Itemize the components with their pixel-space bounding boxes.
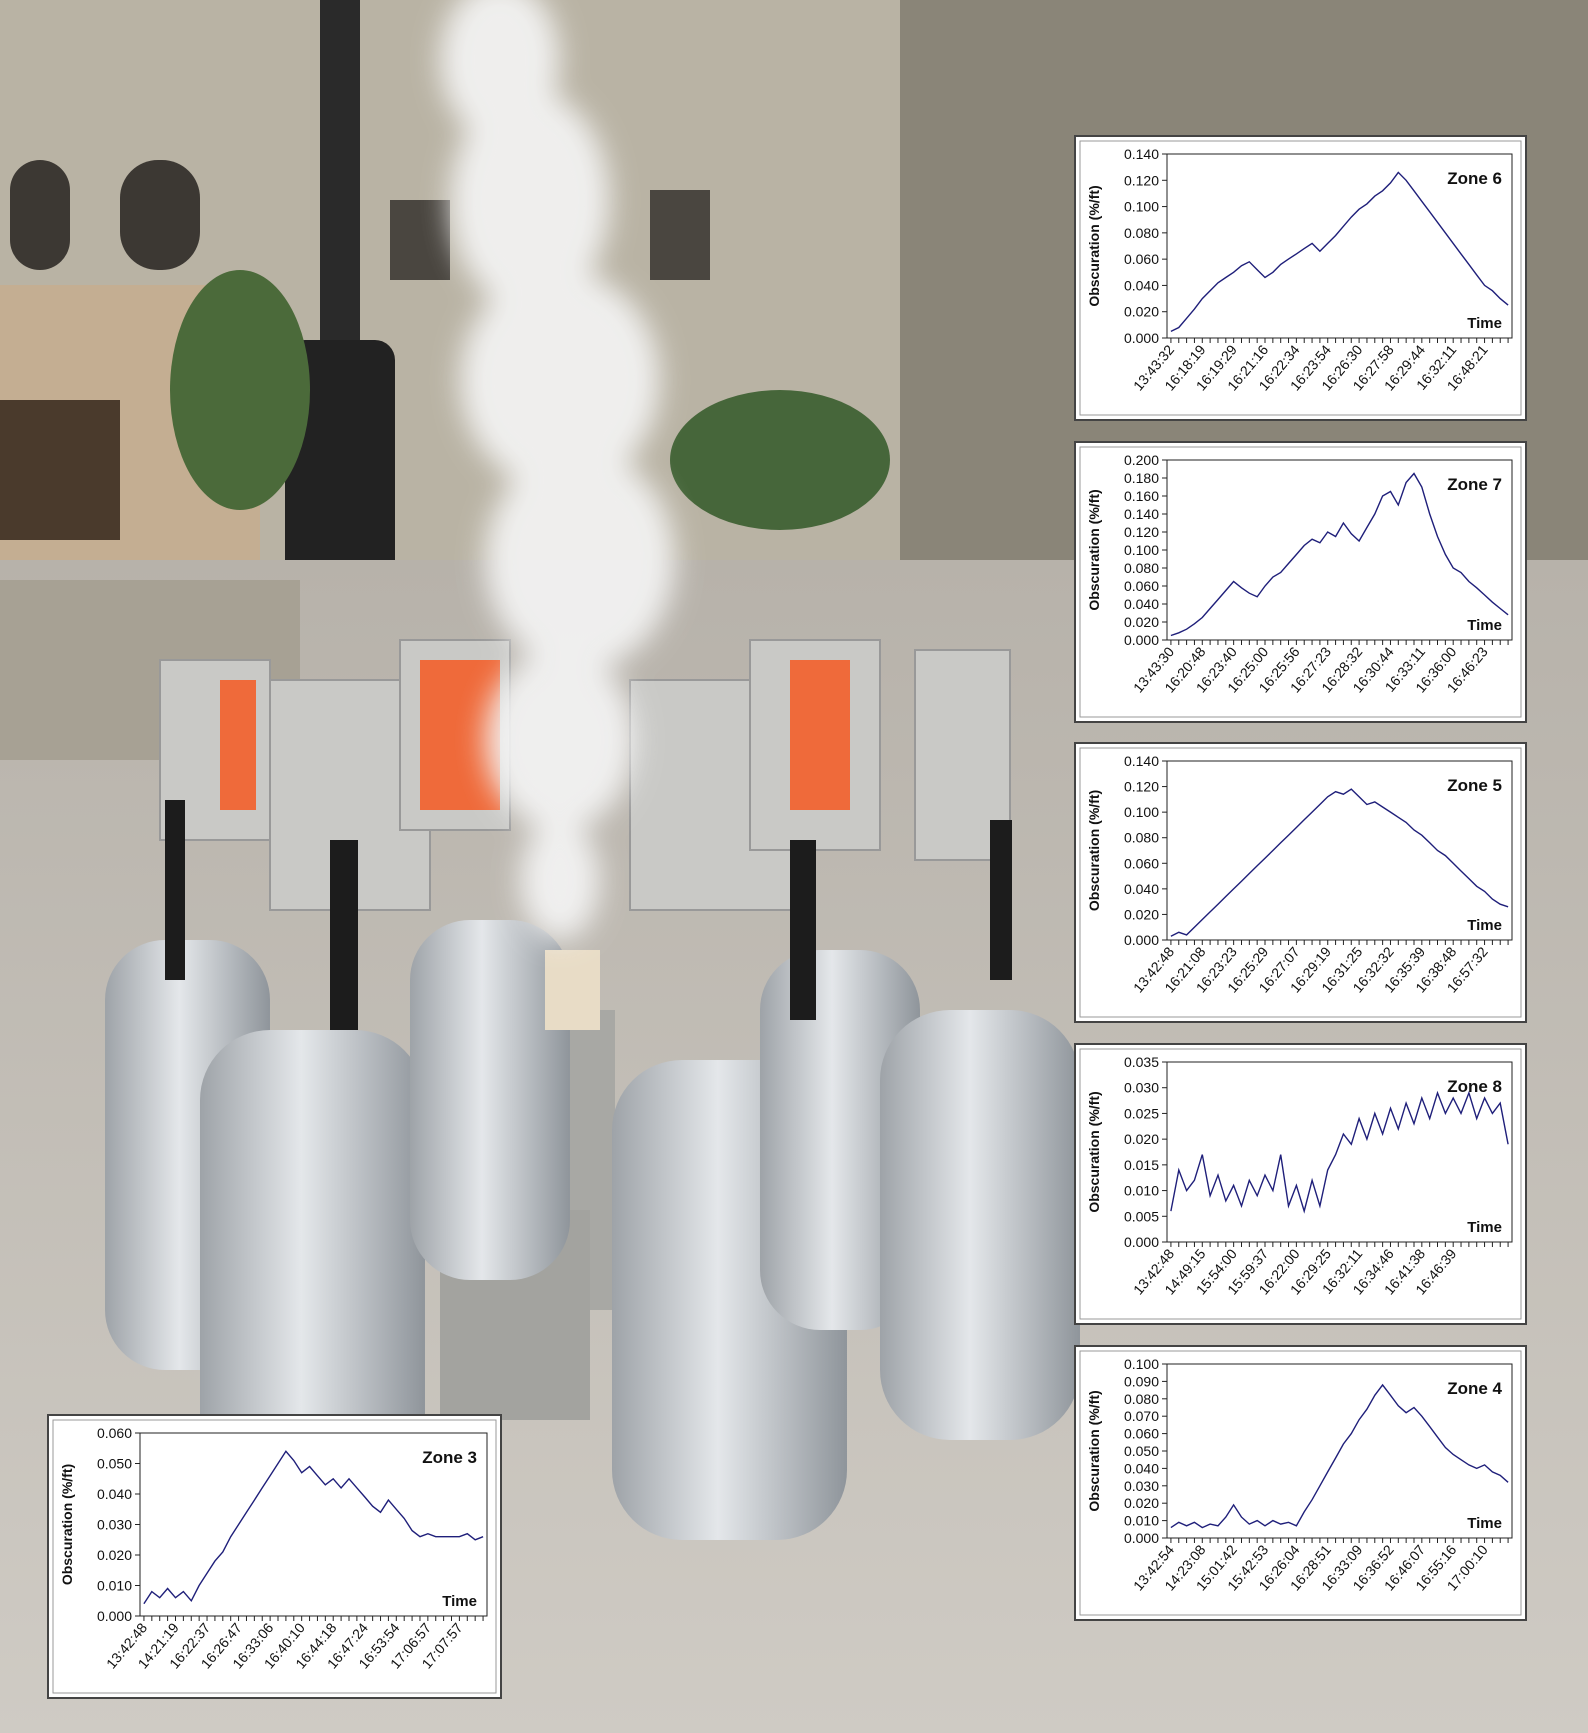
chart-inset: 0.000 0.020 0.040 0.060 0.080 0.100 0.120 0.140… [1074, 742, 1527, 1023]
y-tick-label: 0.120 [1124, 779, 1159, 795]
y-tick-label: 0.010 [1124, 1513, 1159, 1529]
y-axis-label: Obscuration (%/ft) [1086, 1091, 1102, 1212]
y-tick-label: 0.030 [1124, 1080, 1159, 1096]
y-tick-label: 0.020 [1124, 304, 1159, 320]
y-tick-label: 0.005 [1124, 1208, 1159, 1224]
x-axis-label: Time [1467, 1219, 1502, 1236]
chart-inner-frame [1079, 1048, 1522, 1320]
y-axis-label: Obscuration (%/ft) [59, 1464, 75, 1585]
chart-inset: 0.000 0.020 0.040 0.060 0.080 0.100 0.120 0.140… [1074, 135, 1527, 421]
y-tick-label: 0.030 [1124, 1478, 1159, 1494]
y-tick-label: 0.010 [97, 1578, 132, 1594]
y-tick-label: 0.040 [1124, 277, 1159, 293]
y-tick-label: 0.100 [1124, 542, 1159, 558]
plot-area [1166, 459, 1513, 641]
data-line [1170, 472, 1509, 637]
chart-title: Zone 3 [422, 1448, 477, 1467]
y-axis-label: Obscuration (%/ft) [1086, 790, 1102, 911]
y-tick-label: 0.080 [1124, 1391, 1159, 1407]
y-tick-label: 0.040 [1124, 596, 1159, 612]
y-tick-label: 0.200 [1124, 452, 1159, 468]
y-tick-label: 0.180 [1124, 470, 1159, 486]
chart-inner-frame [1079, 747, 1522, 1018]
y-tick-label: 0.100 [1124, 1356, 1159, 1372]
y-tick-label: 0.040 [97, 1486, 132, 1502]
y-axis-label: Obscuration (%/ft) [1086, 1390, 1102, 1511]
y-tick-label: 0.035 [1124, 1054, 1159, 1070]
y-tick-label: 0.020 [97, 1547, 132, 1563]
x-axis-label: Time [1467, 617, 1502, 634]
chart-inner-frame [1079, 1350, 1522, 1616]
chart-insets: 0.000 0.020 0.040 0.060 0.080 0.100 0.120 0.140… [47, 135, 1527, 1699]
y-tick-label: 0.060 [97, 1425, 132, 1441]
y-tick-label: 0.015 [1124, 1157, 1159, 1173]
y-tick-label: 0.020 [1124, 614, 1159, 630]
y-tick-label: 0.080 [1124, 830, 1159, 846]
y-tick-label: 0.020 [1124, 1131, 1159, 1147]
chart-title: Zone 8 [1447, 1077, 1502, 1096]
y-tick-label: 0.090 [1124, 1373, 1159, 1389]
x-axis-label: Time [1467, 315, 1502, 332]
x-axis-label: Time [1467, 1515, 1502, 1532]
chart-title: Zone 4 [1447, 1379, 1502, 1398]
data-line [143, 1450, 484, 1605]
y-tick-label: 0.060 [1124, 578, 1159, 594]
y-tick-label: 0.120 [1124, 524, 1159, 540]
y-tick-label: 0.060 [1124, 1426, 1159, 1442]
chart-inset: 0.000 0.020 0.040 0.060 0.080 0.100 0.120 0.140… [1074, 441, 1527, 723]
chart-inset: 0.000 0.005 0.010 0.015 0.020 0.025 0.030 0.035… [1074, 1043, 1527, 1325]
y-axis-label: Obscuration (%/ft) [1086, 185, 1102, 306]
y-tick-label: 0.060 [1124, 251, 1159, 267]
chart-title: Zone 6 [1447, 169, 1502, 188]
data-line [1170, 171, 1509, 333]
y-tick-label: 0.140 [1124, 753, 1159, 769]
data-line [1170, 1090, 1509, 1214]
y-tick-label: 0.080 [1124, 560, 1159, 576]
y-tick-label: 0.010 [1124, 1183, 1159, 1199]
chart-inner-frame [1079, 446, 1522, 718]
y-tick-label: 0.120 [1124, 172, 1159, 188]
y-tick-label: 0.000 [97, 1608, 132, 1624]
y-tick-label: 0.070 [1124, 1408, 1159, 1424]
y-tick-label: 0.160 [1124, 488, 1159, 504]
data-line [1170, 788, 1509, 937]
y-tick-label: 0.100 [1124, 804, 1159, 820]
x-axis-label: Time [442, 1593, 477, 1610]
y-tick-label: 0.050 [97, 1456, 132, 1472]
chart-inset: 0.0000.0100.0200.0300.0400.0500.06013:42… [47, 1414, 502, 1699]
y-tick-label: 0.000 [1124, 330, 1159, 346]
y-axis-label: Obscuration (%/ft) [1086, 489, 1102, 610]
y-tick-label: 0.060 [1124, 855, 1159, 871]
y-tick-label: 0.000 [1124, 632, 1159, 648]
chart-inner-frame [1079, 140, 1522, 416]
chart-inner-frame [52, 1419, 497, 1694]
y-tick-label: 0.000 [1124, 1530, 1159, 1546]
plot-area [1166, 760, 1513, 941]
y-tick-label: 0.000 [1124, 1234, 1159, 1250]
data-line [1170, 1383, 1509, 1529]
plot-area [1166, 1061, 1513, 1243]
y-tick-label: 0.040 [1124, 881, 1159, 897]
y-tick-label: 0.050 [1124, 1443, 1159, 1459]
y-tick-label: 0.100 [1124, 199, 1159, 215]
y-tick-label: 0.030 [97, 1517, 132, 1533]
chart-title: Zone 5 [1447, 776, 1502, 795]
y-tick-label: 0.040 [1124, 1460, 1159, 1476]
chart-title: Zone 7 [1447, 475, 1502, 494]
y-tick-label: 0.140 [1124, 146, 1159, 162]
x-axis-label: Time [1467, 917, 1502, 934]
y-tick-label: 0.020 [1124, 906, 1159, 922]
y-tick-label: 0.000 [1124, 932, 1159, 948]
y-tick-label: 0.020 [1124, 1495, 1159, 1511]
y-tick-label: 0.140 [1124, 506, 1159, 522]
y-tick-label: 0.080 [1124, 225, 1159, 241]
plot-area [139, 1432, 488, 1617]
y-tick-label: 0.025 [1124, 1105, 1159, 1121]
